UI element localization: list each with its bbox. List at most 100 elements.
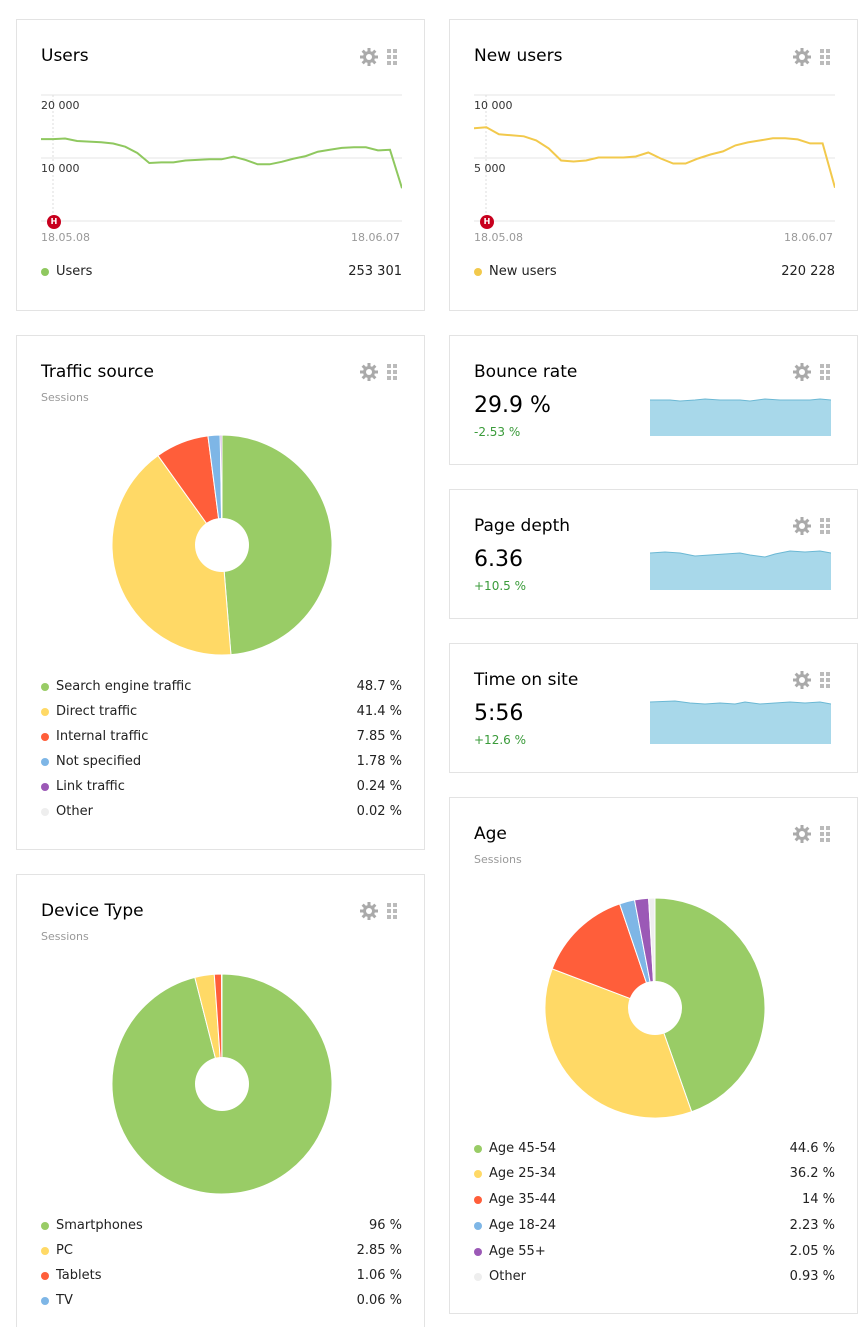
legend-dot bbox=[474, 1170, 482, 1178]
legend-item[interactable]: Age 45-54 44.6 % bbox=[474, 1141, 835, 1161]
metric-delta: +12.6 % bbox=[474, 733, 526, 747]
legend-dot bbox=[41, 268, 49, 276]
card-title: New users bbox=[474, 46, 563, 66]
users-series-line bbox=[41, 137, 402, 189]
gear-icon[interactable] bbox=[792, 47, 812, 67]
device-type-card: Device Type Sessions Smartphones 96 % PC 2… bbox=[16, 874, 425, 1327]
legend-item[interactable]: Age 18-24 2.23 % bbox=[474, 1218, 835, 1238]
legend-item[interactable]: Not specified 1.78 % bbox=[41, 754, 402, 774]
legend-label: Other bbox=[489, 1269, 526, 1284]
gear-icon[interactable] bbox=[359, 901, 379, 921]
date-start-label: 18.05.08 bbox=[474, 231, 523, 244]
legend-item[interactable]: Age 35-44 14 % bbox=[474, 1192, 835, 1212]
users-line-chart bbox=[41, 94, 402, 222]
legend-dot bbox=[41, 708, 49, 716]
card-subtitle: Sessions bbox=[41, 391, 89, 404]
legend-label: Age 55+ bbox=[489, 1244, 546, 1259]
age-pie-chart bbox=[544, 897, 766, 1119]
legend-dot bbox=[41, 1247, 49, 1255]
legend-item[interactable]: Users 253 301 bbox=[41, 264, 402, 284]
legend-item[interactable]: Smartphones 96 % bbox=[41, 1218, 402, 1238]
legend-dot bbox=[41, 1272, 49, 1280]
drag-handle-icon[interactable] bbox=[820, 49, 832, 65]
gear-icon[interactable] bbox=[359, 362, 379, 382]
legend-dot bbox=[41, 733, 49, 741]
device-pie-chart bbox=[111, 973, 333, 1195]
gear-icon[interactable] bbox=[359, 47, 379, 67]
legend-label: Internal traffic bbox=[56, 729, 149, 744]
legend-label: Age 45-54 bbox=[489, 1141, 557, 1156]
legend-value: 41.4 % bbox=[356, 704, 402, 719]
legend-item[interactable]: Tablets 1.06 % bbox=[41, 1268, 402, 1288]
drag-handle-icon[interactable] bbox=[820, 518, 832, 534]
legend-item[interactable]: Search engine traffic 48.7 % bbox=[41, 679, 402, 699]
legend-item[interactable]: Direct traffic 41.4 % bbox=[41, 704, 402, 724]
legend-dot bbox=[474, 268, 482, 276]
card-title: Users bbox=[41, 46, 89, 66]
drag-handle-icon[interactable] bbox=[820, 364, 832, 380]
legend-label: Users bbox=[56, 264, 93, 279]
date-end-label: 18.06.07 bbox=[784, 231, 833, 244]
legend-item[interactable]: Link traffic 0.24 % bbox=[41, 779, 402, 799]
legend-item[interactable]: New users 220 228 bbox=[474, 264, 835, 284]
pie-slice-age-35-44[interactable] bbox=[551, 903, 656, 1009]
drag-handle-icon[interactable] bbox=[387, 364, 399, 380]
card-title: Traffic source bbox=[41, 362, 154, 382]
legend-value: 0.02 % bbox=[356, 804, 402, 819]
legend-label: PC bbox=[56, 1243, 73, 1258]
holiday-marker-icon[interactable]: H bbox=[47, 215, 61, 229]
traffic-legend: Search engine traffic 48.7 % Direct traff… bbox=[41, 679, 402, 829]
new-users-line-chart bbox=[474, 94, 835, 222]
pie-slice-age-25-34[interactable] bbox=[544, 968, 693, 1119]
time-on-site-card: Time on site 5:56 +12.6 % bbox=[449, 643, 858, 773]
legend-dot bbox=[41, 1297, 49, 1305]
pie-slice-search-engine-traffic[interactable] bbox=[221, 434, 333, 656]
drag-handle-icon[interactable] bbox=[820, 672, 832, 688]
legend-dot bbox=[474, 1273, 482, 1281]
gear-icon[interactable] bbox=[792, 516, 812, 536]
legend-value: 1.06 % bbox=[356, 1268, 402, 1283]
legend-dot bbox=[41, 808, 49, 816]
card-title: Page depth bbox=[474, 516, 571, 536]
legend-label: TV bbox=[56, 1293, 73, 1308]
legend-label: Smartphones bbox=[56, 1218, 143, 1233]
pie-slice-other[interactable] bbox=[648, 897, 656, 1009]
drag-handle-icon[interactable] bbox=[387, 49, 399, 65]
card-title: Time on site bbox=[474, 670, 579, 690]
card-subtitle: Sessions bbox=[474, 853, 522, 866]
legend-item[interactable]: Age 25-34 36.2 % bbox=[474, 1166, 835, 1186]
legend-dot bbox=[474, 1196, 482, 1204]
gear-icon[interactable] bbox=[792, 670, 812, 690]
gear-icon[interactable] bbox=[792, 362, 812, 382]
legend-item[interactable]: TV 0.06 % bbox=[41, 1293, 402, 1313]
page-depth-sparkline bbox=[650, 550, 831, 590]
traffic-source-card: Traffic source Sessions Search engine tr… bbox=[16, 335, 425, 850]
gear-icon[interactable] bbox=[792, 824, 812, 844]
legend-value: 0.06 % bbox=[356, 1293, 402, 1308]
legend-item[interactable]: PC 2.85 % bbox=[41, 1243, 402, 1263]
legend-item[interactable]: Internal traffic 7.85 % bbox=[41, 729, 402, 749]
pie-slice-age-45-54[interactable] bbox=[654, 897, 766, 1113]
legend-dot bbox=[474, 1145, 482, 1153]
traffic-pie-chart bbox=[111, 434, 333, 656]
drag-handle-icon[interactable] bbox=[387, 903, 399, 919]
date-start-label: 18.05.08 bbox=[41, 231, 90, 244]
y-tick-label: 5 000 bbox=[474, 162, 506, 175]
holiday-marker-icon[interactable]: H bbox=[480, 215, 494, 229]
legend-label: Not specified bbox=[56, 754, 142, 769]
legend-label: Age 35-44 bbox=[489, 1192, 557, 1207]
legend-item[interactable]: Other 0.02 % bbox=[41, 804, 402, 824]
donut-hole bbox=[195, 518, 249, 572]
legend-value: 0.93 % bbox=[789, 1269, 835, 1284]
pie-slice-direct-traffic[interactable] bbox=[111, 454, 232, 656]
legend-value: 2.85 % bbox=[356, 1243, 402, 1258]
legend-item[interactable]: Age 55+ 2.05 % bbox=[474, 1244, 835, 1264]
y-tick-label: 10 000 bbox=[41, 162, 80, 175]
legend-value: 253 301 bbox=[348, 264, 402, 279]
bounce-rate-card: Bounce rate 29.9 % -2.53 % bbox=[449, 335, 858, 465]
drag-handle-icon[interactable] bbox=[820, 826, 832, 842]
legend-label: Tablets bbox=[56, 1268, 102, 1283]
new-users-series-line bbox=[474, 126, 835, 188]
legend-item[interactable]: Other 0.93 % bbox=[474, 1269, 835, 1289]
legend-label: Search engine traffic bbox=[56, 679, 192, 694]
